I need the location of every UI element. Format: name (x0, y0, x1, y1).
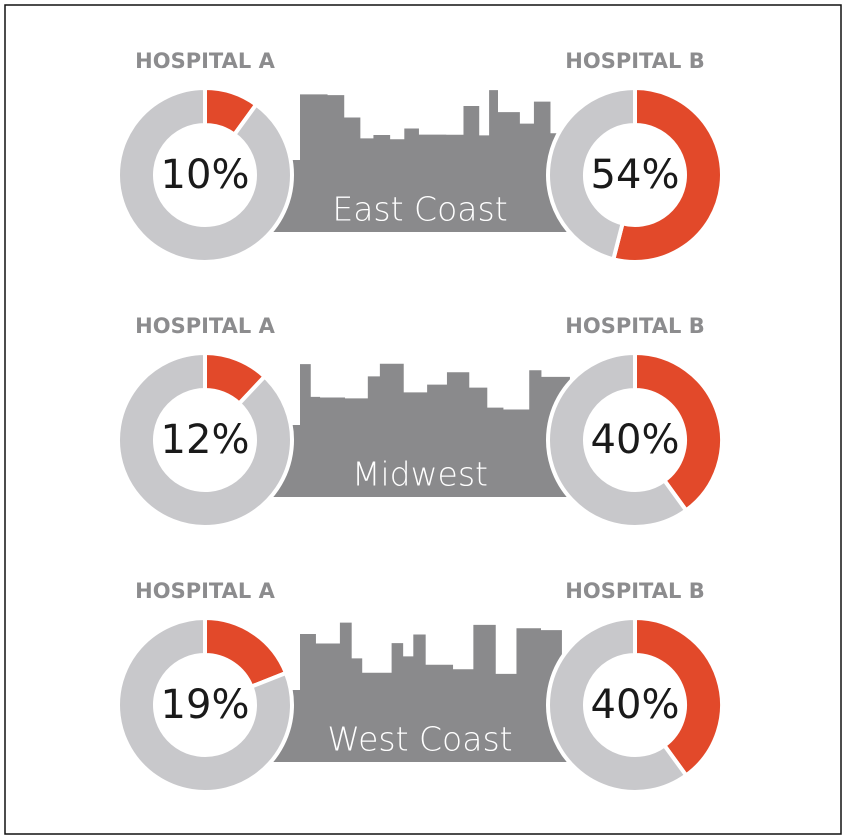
skyline (270, 622, 570, 762)
hospital-label: HOSPITAL B (565, 314, 704, 338)
percent-label: 10% (161, 152, 250, 198)
percent-label: 40% (591, 682, 680, 728)
hospital-label: HOSPITAL A (135, 49, 275, 73)
region-label: West Coast (327, 720, 512, 759)
donut-slice (633, 350, 724, 514)
donut-slice (116, 615, 294, 794)
donut-slice (633, 615, 724, 779)
skyline (270, 363, 570, 497)
hospital-label: HOSPITAL B (565, 579, 704, 603)
percent-label: 40% (591, 417, 680, 463)
percent-label: 54% (591, 152, 680, 198)
skyline (270, 90, 570, 232)
percent-label: 19% (161, 682, 250, 728)
donut-slice (546, 350, 689, 529)
donut-slice (116, 85, 294, 264)
hospital-label: HOSPITAL B (565, 49, 704, 73)
percent-label: 12% (161, 417, 250, 463)
donut-slice (116, 350, 294, 529)
hospital-label: HOSPITAL A (135, 314, 275, 338)
donut-slice (610, 85, 724, 264)
donut-slice (546, 615, 689, 794)
region-label: East Coast (332, 190, 507, 229)
donut-slice (546, 85, 637, 262)
region-label: Midwest (352, 455, 488, 494)
hospital-label: HOSPITAL A (135, 579, 275, 603)
